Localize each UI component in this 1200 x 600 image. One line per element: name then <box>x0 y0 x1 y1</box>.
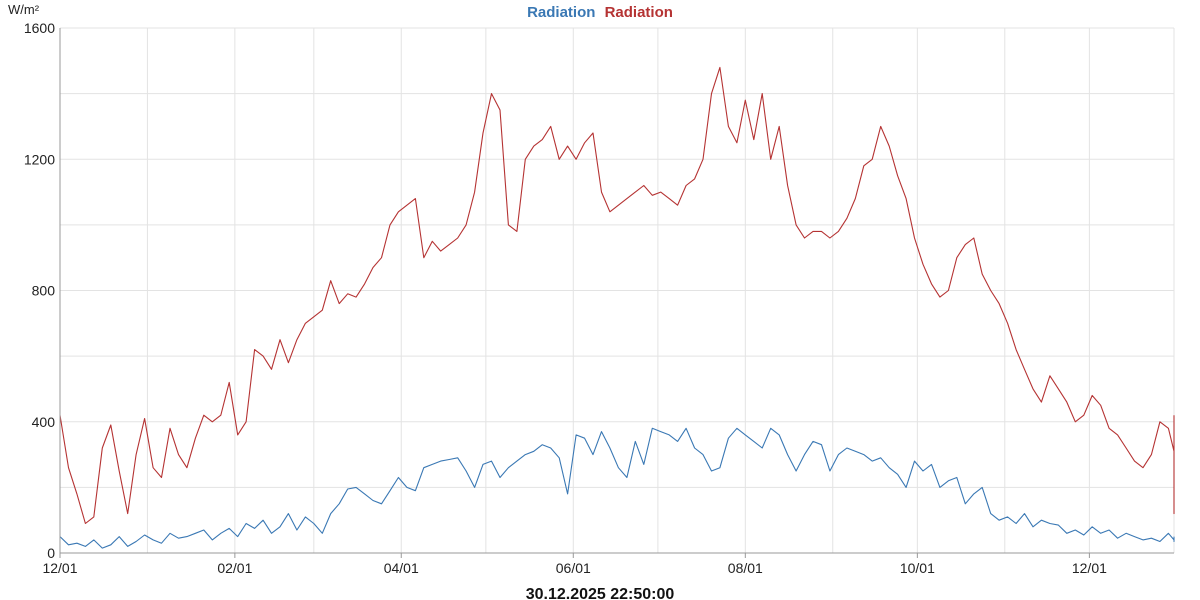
x-tick-label: 02/01 <box>217 560 252 576</box>
axis-layer <box>59 28 1174 558</box>
x-tick-label: 10/01 <box>900 560 935 576</box>
x-tick-label: 04/01 <box>384 560 419 576</box>
grid-layer <box>59 27 1175 554</box>
y-tick-label: 1600 <box>24 20 55 36</box>
x-tick-label: 06/01 <box>556 560 591 576</box>
series-layer <box>59 66 1175 549</box>
series-line-blue-radiation <box>59 427 1175 549</box>
y-axis-unit-label: W/m² <box>8 2 40 17</box>
x-tick-label: 08/01 <box>728 560 763 576</box>
y-tick-label: 0 <box>47 545 55 561</box>
title-series-1: Radiation <box>527 4 595 21</box>
x-tick-label: 12/01 <box>42 560 77 576</box>
y-tick-label: 400 <box>32 414 56 430</box>
y-tick-label: 800 <box>32 283 56 299</box>
series-line-red-radiation <box>59 66 1175 525</box>
x-tick-label: 12/01 <box>1072 560 1107 576</box>
chart-title: Radiation Radiation <box>527 4 673 21</box>
y-tick-label: 1200 <box>24 151 55 167</box>
label-layer: 0 400 800 1200 1600 12/01 02/01 04/01 06/01 08/01… <box>24 20 1107 576</box>
timestamp-footer: 30.12.2025 22:50:00 <box>526 586 675 600</box>
title-series-2: Radiation <box>605 4 673 21</box>
